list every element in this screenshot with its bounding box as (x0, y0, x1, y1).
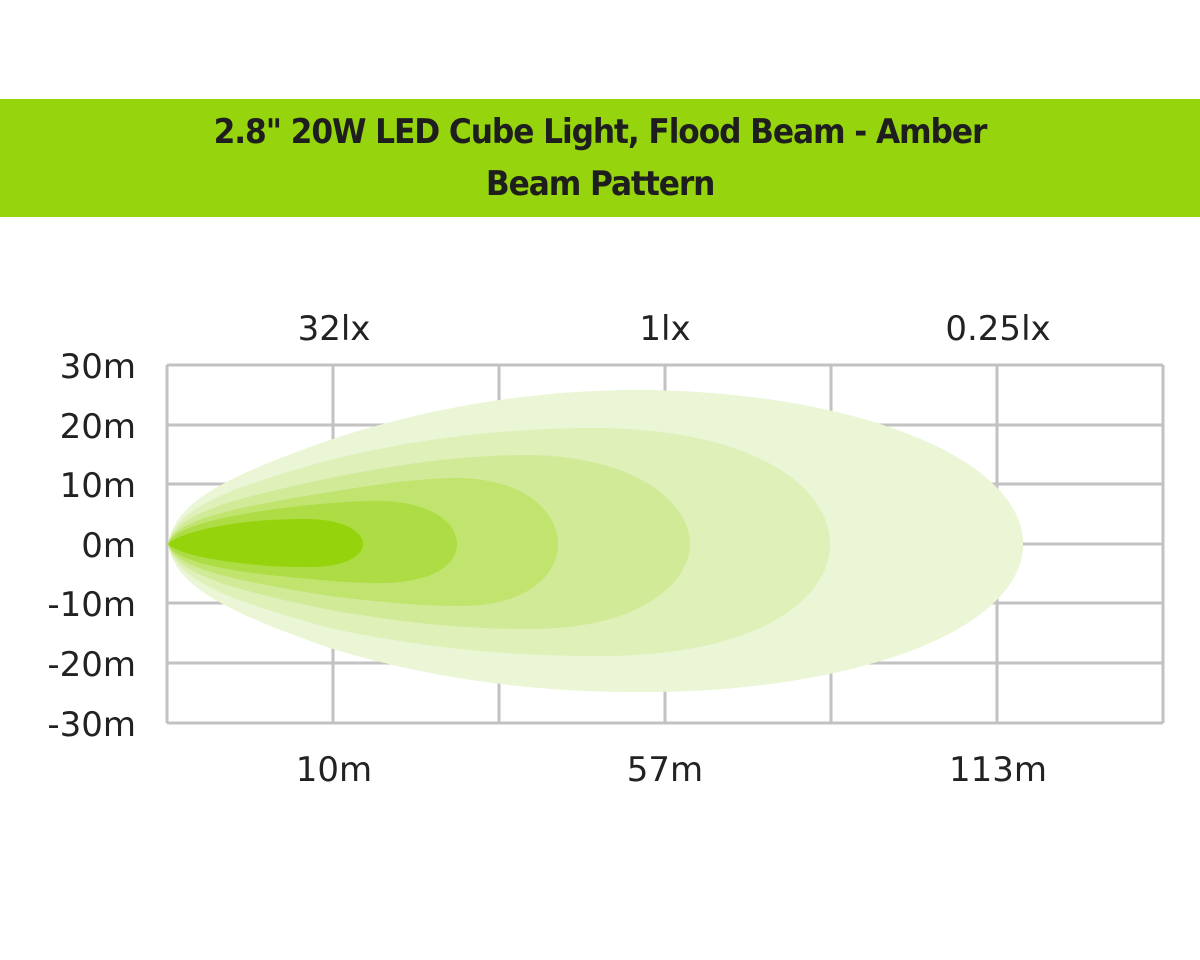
distance-label: 113m (949, 750, 1047, 790)
y-tick-label: 0m (81, 526, 136, 566)
beam-layers-overlay (168, 390, 1023, 692)
y-tick-label: 20m (60, 407, 136, 447)
y-tick-label: -10m (47, 585, 136, 625)
lux-labels: 32lx 1lx 0.25lx (298, 309, 1051, 349)
lux-label: 32lx (298, 309, 371, 349)
lux-label: 0.25lx (945, 309, 1050, 349)
distance-label: 10m (296, 750, 372, 790)
chart-title-line2: Beam Pattern (485, 164, 716, 204)
y-axis-labels: 30m 20m 10m 0m -10m -20m -30m (47, 347, 136, 745)
y-tick-label: 10m (60, 466, 136, 506)
lux-label: 1lx (639, 309, 690, 349)
distance-labels: 10m 57m 113m (296, 750, 1047, 790)
title-banner: 2.8" 20W LED Cube Light, Flood Beam - Am… (0, 99, 1200, 217)
y-tick-label: -30m (47, 705, 136, 745)
y-tick-label: -20m (47, 645, 136, 685)
y-tick-label: 30m (60, 347, 136, 387)
distance-label: 57m (627, 750, 703, 790)
chart-title-line1: 2.8" 20W LED Cube Light, Flood Beam - Am… (213, 112, 988, 152)
